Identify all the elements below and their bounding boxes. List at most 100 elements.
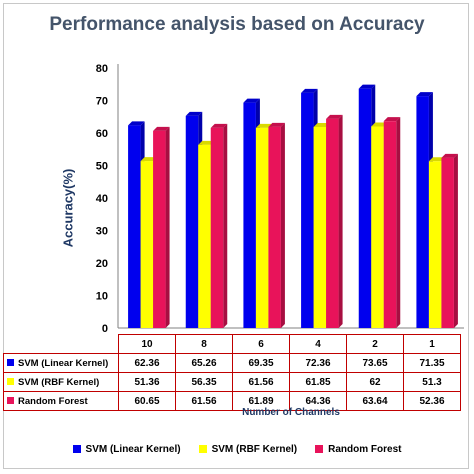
bars xyxy=(128,84,458,329)
bar xyxy=(383,117,401,328)
data-value: 62 xyxy=(346,372,404,392)
y-axis-label: Accuracy(%) xyxy=(60,168,76,248)
bar-top xyxy=(255,123,273,128)
table-corner xyxy=(3,334,119,354)
series-row-label: SVM (Linear Kernel) xyxy=(3,353,119,373)
bar-face xyxy=(198,144,211,328)
data-value: 69.35 xyxy=(232,353,290,373)
y-tick-label: 50 xyxy=(96,161,108,173)
legend-label: SVM (Linear Kernel) xyxy=(85,444,181,455)
plot-axes xyxy=(117,64,464,329)
data-value: 71.35 xyxy=(403,353,461,373)
bar-face xyxy=(255,127,269,329)
bar-top xyxy=(198,140,215,145)
legend-swatch xyxy=(315,445,324,454)
bar-side xyxy=(338,114,343,328)
category-label: 1 xyxy=(403,334,461,354)
bar-top xyxy=(140,157,158,162)
bar-face xyxy=(301,92,314,328)
bar-face xyxy=(441,157,454,328)
bar-top xyxy=(441,153,458,158)
bar xyxy=(326,114,343,328)
bar-top xyxy=(371,122,388,127)
y-tick-label: 0 xyxy=(102,323,108,335)
y-tick-label: 40 xyxy=(96,193,108,205)
series-key xyxy=(7,359,14,367)
data-value: 72.36 xyxy=(289,353,347,373)
bar-top xyxy=(358,84,376,89)
bar-side xyxy=(453,153,458,328)
bar-face xyxy=(428,161,442,328)
bar-top xyxy=(128,121,145,126)
bar-face xyxy=(358,88,372,328)
category-label: 4 xyxy=(289,334,347,354)
legend-item: Random Forest xyxy=(315,444,401,455)
y-tick-label: 20 xyxy=(96,258,108,270)
series-key xyxy=(7,397,14,405)
bar-face xyxy=(210,127,224,329)
bar-face xyxy=(383,121,397,328)
bar xyxy=(441,153,458,328)
table-row: Random Forest 60.65 61.56 61.89 64.36 63.64 52… xyxy=(3,391,461,411)
data-value: 61.56 xyxy=(232,372,290,392)
bar-top xyxy=(326,114,343,119)
data-value: 61.85 xyxy=(289,372,347,392)
bar-top xyxy=(153,126,170,131)
y-tick-label: 10 xyxy=(96,291,108,303)
legend-label: SVM (RBF Kernel) xyxy=(211,444,298,455)
bar-face xyxy=(243,102,256,328)
legend-label: Random Forest xyxy=(328,444,402,455)
y-tick-label: 70 xyxy=(96,96,108,108)
legend-item: SVM (Linear Kernel) xyxy=(72,444,181,455)
bar-face xyxy=(416,96,429,328)
table-row: SVM (Linear Kernel) 62.36 65.26 69.35 72.36 7… xyxy=(3,353,461,373)
bar-face xyxy=(313,126,327,328)
bar xyxy=(153,126,170,328)
data-value: 51.3 xyxy=(403,372,461,392)
category-label: 8 xyxy=(175,334,233,354)
bar-top xyxy=(268,122,285,127)
bar-face xyxy=(140,161,154,328)
y-tick-label: 80 xyxy=(96,63,108,75)
table-row: SVM (RBF Kernel) 51.36 56.35 61.56 61.85 62 51… xyxy=(3,372,461,392)
bar-top xyxy=(243,98,260,103)
data-table: 10 8 6 4 2 1 SVM (Linear Kernel) 62.36 65.26 69.3… xyxy=(3,334,461,411)
category-label: 2 xyxy=(346,334,404,354)
bar-top xyxy=(428,157,446,162)
legend-swatch xyxy=(72,445,81,454)
bar-side xyxy=(280,122,285,328)
y-tick-label: 30 xyxy=(96,226,108,238)
category-label: 10 xyxy=(118,334,176,354)
chart-title: Performance analysis based on Accuracy xyxy=(49,14,425,35)
bar xyxy=(210,123,228,329)
x-axis-label: Number of Channels xyxy=(242,407,340,418)
bar xyxy=(268,122,285,328)
y-axis-ticks: 0 10 20 30 40 50 60 70 80 xyxy=(96,63,108,335)
bar-face xyxy=(185,115,199,328)
bar-top xyxy=(301,88,318,93)
bar-top xyxy=(416,92,433,97)
legend-item: SVM (RBF Kernel) xyxy=(198,444,298,455)
data-value: 52.36 xyxy=(403,391,461,411)
series-key xyxy=(7,378,14,386)
bar-top xyxy=(383,117,401,122)
y-tick-label: 60 xyxy=(96,128,108,140)
bar-top xyxy=(185,111,203,116)
bar-side xyxy=(396,117,401,328)
bar-face xyxy=(326,118,339,328)
data-value: 62.36 xyxy=(118,353,176,373)
bar-top xyxy=(210,123,228,128)
legend: SVM (Linear Kernel) SVM (RBF Kernel) Rando… xyxy=(0,444,474,455)
category-label: 6 xyxy=(232,334,290,354)
legend-swatch xyxy=(198,445,207,454)
table-header-row: 10 8 6 4 2 1 xyxy=(3,334,461,354)
data-value: 56.35 xyxy=(175,372,233,392)
bar-side xyxy=(223,123,228,329)
bar-face xyxy=(371,126,384,328)
bar-face xyxy=(153,130,166,328)
series-row-label: Random Forest xyxy=(3,391,119,411)
data-value: 73.65 xyxy=(346,353,404,373)
bar-top xyxy=(313,122,331,127)
data-value: 65.26 xyxy=(175,353,233,373)
